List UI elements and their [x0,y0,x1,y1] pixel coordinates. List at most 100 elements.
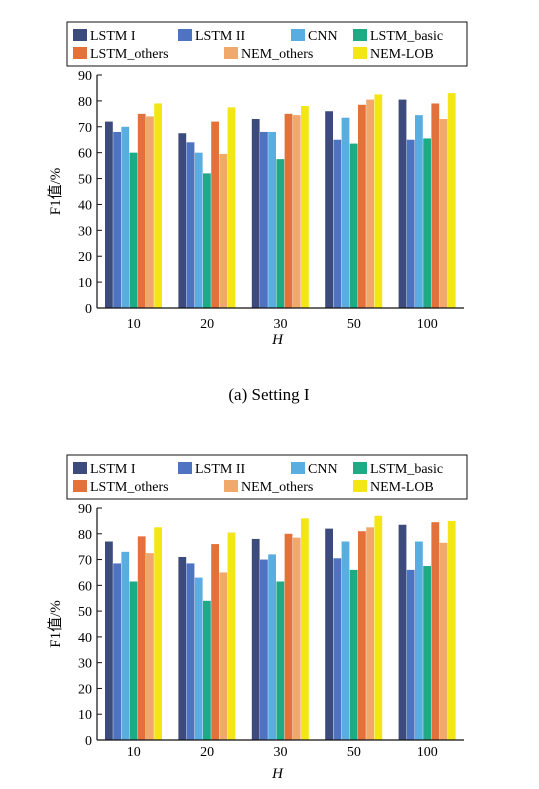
bar-b-100-1 [406,569,415,740]
bar-b-30-5 [292,537,301,740]
bar-a-30-2 [268,131,276,308]
bar-a-100-5 [439,119,448,308]
bar-b-10-2 [121,551,130,740]
bar-b-30-2 [268,554,276,740]
bar-b-100-4 [431,522,440,740]
x-tick-label-a-2: 30 [274,317,288,332]
y-tick-label-a-1: 10 [78,276,92,291]
y-tick-label-b-6: 60 [78,579,92,594]
y-axis-label-a: F1值/% [47,168,64,216]
bar-a-50-3 [349,143,358,308]
bar-a-100-6 [447,93,456,308]
legend-label-b-2: CNN [308,462,338,477]
bar-b-50-6 [374,515,383,740]
bar-a-10-4 [137,113,146,308]
y-axis-label-b: F1值/% [47,600,64,648]
y-tick-label-b-4: 40 [78,631,92,646]
bar-b-20-4 [211,544,219,740]
bar-a-30-0 [251,119,260,308]
bar-b-30-4 [284,533,293,740]
bar-b-20-5 [219,572,228,740]
bar-b-100-6 [447,520,456,740]
legend-label-b-5: NEM_others [241,480,313,495]
bar-b-50-4 [358,531,366,740]
bar-a-10-6 [154,103,162,308]
legend-swatch-a-3 [353,29,367,41]
legend-swatch-a-0 [73,29,87,41]
bar-a-20-2 [194,152,203,308]
chart-b: LSTM I LSTM II CNN LSTM_basic LSTM_others NEM… [47,454,468,782]
bar-b-10-5 [146,553,154,740]
bar-b-10-0 [105,541,113,740]
bar-b-20-1 [186,563,195,740]
bar-a-50-1 [333,139,342,308]
legend-label-b-4: LSTM_others [90,480,169,495]
bar-a-50-6 [374,94,383,309]
legend-label-a-5: NEM_others [241,47,313,62]
bar-b-100-0 [398,524,407,740]
bar-a-20-1 [186,142,195,308]
x-tick-label-b-2: 30 [274,745,288,760]
legend-swatch-b-2 [291,462,305,474]
legend-label-a-1: LSTM II [195,29,246,44]
x-tick-label-a-1: 20 [200,317,214,332]
legend-swatch-a-6 [353,47,367,59]
x-axis-label-a: H [271,332,284,348]
bar-a-10-1 [113,131,121,308]
bar-a-30-5 [292,115,301,308]
bar-a-20-3 [203,173,211,308]
legend-label-a-0: LSTM I [90,29,136,44]
y-tick-label-b-5: 50 [78,605,92,620]
bar-b-20-0 [178,556,187,740]
legend-label-a-4: LSTM_others [90,47,169,62]
legend-label-b-3: LSTM_basic [370,462,443,477]
legend-label-a-3: LSTM_basic [370,29,443,44]
x-tick-label-b-0: 10 [127,745,141,760]
bar-a-20-0 [178,133,187,308]
x-tick-label-b-3: 50 [347,745,361,760]
legend-label-a-6: NEM-LOB [370,47,434,62]
x-tick-label-a-4: 100 [417,317,438,332]
legend-swatch-a-5 [224,47,238,59]
bar-a-20-5 [219,153,228,308]
legend-swatch-a-4 [73,47,87,59]
bar-a-10-2 [121,126,130,309]
bar-a-50-0 [325,111,333,308]
legend-label-b-6: NEM-LOB [370,480,434,495]
y-tick-label-b-0: 0 [85,734,92,749]
y-tick-label-a-4: 40 [78,198,92,213]
bar-b-50-1 [333,558,342,740]
y-tick-label-b-3: 30 [78,657,92,672]
y-tick-label-a-9: 90 [78,69,92,84]
bar-b-50-5 [366,527,374,740]
x-tick-label-b-4: 100 [417,745,438,760]
bar-a-50-5 [366,99,374,308]
bar-a-30-3 [276,159,285,308]
bar-a-30-4 [284,113,293,308]
legend-swatch-b-3 [353,462,367,474]
y-tick-label-b-8: 80 [78,528,92,543]
legend-swatch-b-1 [178,462,192,474]
y-tick-label-b-1: 10 [78,708,92,723]
y-tick-label-a-5: 50 [78,173,92,188]
caption-a: (a) Setting I [228,385,310,404]
y-tick-label-b-2: 20 [78,682,92,697]
x-tick-label-a-3: 50 [347,317,361,332]
bar-a-10-5 [146,116,154,308]
bar-b-50-3 [349,569,358,740]
bar-b-30-0 [251,538,260,740]
bar-a-50-2 [341,117,350,308]
bar-b-10-3 [129,581,138,740]
y-tick-label-b-9: 90 [78,502,92,517]
y-tick-label-a-8: 80 [78,95,92,110]
bar-b-20-3 [203,600,211,740]
y-tick-label-a-7: 70 [78,121,92,136]
y-tick-label-a-0: 0 [85,302,92,317]
bar-a-20-4 [211,121,219,308]
bar-b-10-4 [137,536,146,740]
y-tick-label-a-2: 20 [78,250,92,265]
bar-b-30-6 [301,518,309,740]
bar-a-100-4 [431,103,440,308]
legend-swatch-b-0 [73,462,87,474]
